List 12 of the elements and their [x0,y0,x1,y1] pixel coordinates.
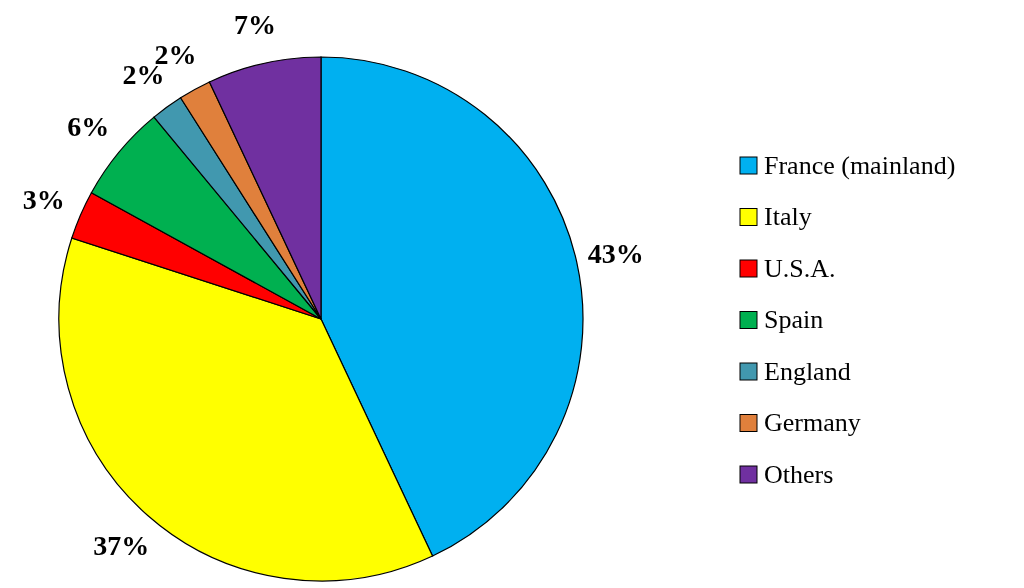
legend-label: Spain [764,305,824,334]
legend-label: Germany [764,408,861,437]
legend-label: U.S.A. [764,253,836,283]
legend-label: England [764,356,851,386]
data-label: 7% [234,8,277,40]
data-label: 37% [93,530,150,562]
legend-label: Others [764,459,834,489]
data-label: 6% [67,111,110,142]
data-label: 43% [587,237,644,269]
data-label: 3% [22,183,65,215]
legend-label: Italy [764,202,812,231]
legend-label: France (mainland) [764,150,956,180]
